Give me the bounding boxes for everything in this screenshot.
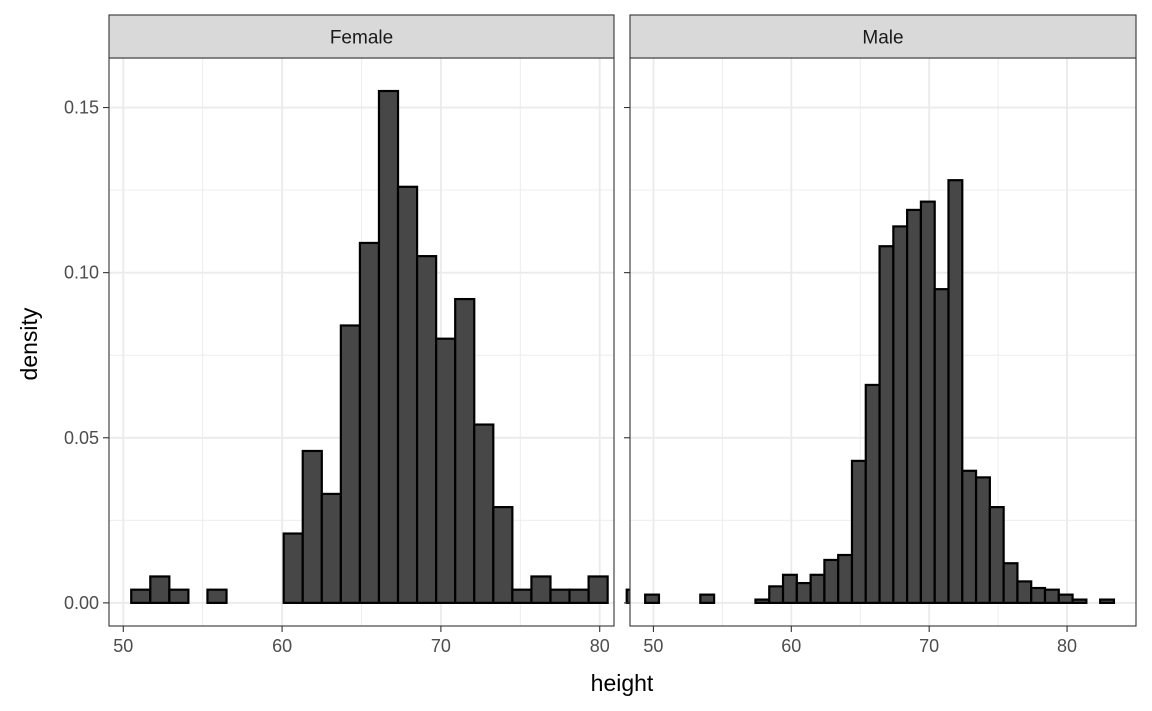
panel-male: Male 50 60 70 80 xyxy=(624,14,1137,656)
histogram-bar xyxy=(415,255,438,604)
histogram-bar xyxy=(1071,598,1088,604)
histogram-bar xyxy=(454,297,476,604)
histogram-bar xyxy=(1016,580,1033,604)
histogram-bar xyxy=(206,588,228,604)
histogram-bar xyxy=(947,179,964,604)
histogram-bar xyxy=(1002,562,1019,604)
x-tick-label: 50 xyxy=(643,636,663,656)
histogram-bar xyxy=(823,558,840,604)
histogram-bar xyxy=(568,588,590,604)
histogram-bar xyxy=(919,200,936,604)
histogram-bar xyxy=(988,506,1005,604)
y-tick-label: 0.00 xyxy=(64,593,99,613)
histogram-bar xyxy=(282,532,304,604)
histogram-bar xyxy=(878,245,895,604)
facet-strip-label: Female xyxy=(330,28,393,49)
facet-strip-label: Male xyxy=(862,28,903,49)
histogram-bar xyxy=(549,588,571,604)
histogram-bar xyxy=(1057,593,1074,604)
histogram-bar xyxy=(168,588,190,604)
histogram-bar xyxy=(396,185,419,604)
histogram-bar xyxy=(587,575,609,604)
x-tick-label: 80 xyxy=(590,636,610,656)
facet-strip xyxy=(108,14,615,59)
histogram-bar xyxy=(530,575,552,604)
facet-strip xyxy=(629,14,1137,59)
histogram-bar xyxy=(837,553,854,604)
histogram-bar xyxy=(768,585,785,604)
histogram-bar xyxy=(644,593,661,604)
histogram-bar xyxy=(511,588,533,604)
y-tick-label: 0.10 xyxy=(64,263,99,283)
x-tick-label: 60 xyxy=(781,636,801,656)
histogram-bar xyxy=(892,225,909,604)
histogram-bar xyxy=(699,593,716,604)
histogram-bar xyxy=(1099,598,1116,604)
x-tick-label: 50 xyxy=(113,636,133,656)
histogram-bar xyxy=(339,324,362,604)
panel-female: Female 50 60 70 80 0.00 0.05 0.10 0.15 xyxy=(64,14,685,656)
panels: Female 50 60 70 80 0.00 0.05 0.10 0.15 Male 50 60 70… xyxy=(64,14,1137,656)
histogram-bar xyxy=(358,241,381,604)
histogram-bar xyxy=(320,492,342,604)
histogram-bar xyxy=(850,459,867,604)
histogram-bar xyxy=(754,598,771,604)
x-tick-label: 70 xyxy=(919,636,939,656)
histogram-bar xyxy=(1030,586,1047,604)
x-tick-label: 60 xyxy=(272,636,292,656)
y-tick-label: 0.15 xyxy=(64,98,99,118)
histogram-bar xyxy=(149,575,171,604)
histogram-bar xyxy=(864,383,881,604)
x-tick-label: 80 xyxy=(1057,636,1077,656)
histogram-bar xyxy=(974,476,991,604)
histogram-bar xyxy=(795,581,812,604)
histogram-bar xyxy=(130,588,152,604)
histogram-bar xyxy=(435,337,457,604)
y-tick-label: 0.05 xyxy=(64,428,99,448)
histogram-bar xyxy=(492,506,514,604)
histogram-bar xyxy=(906,208,923,604)
y-axis-title: density xyxy=(16,307,42,380)
histogram-bar xyxy=(377,89,400,604)
histogram-bar xyxy=(933,288,950,604)
x-axis-title: height xyxy=(591,670,654,696)
histogram-bar xyxy=(961,469,978,604)
histogram-bar xyxy=(809,573,826,604)
x-tick-label: 70 xyxy=(431,636,451,656)
histogram-bar xyxy=(1043,588,1060,604)
histogram-bar xyxy=(473,423,495,604)
histogram-bar xyxy=(301,449,323,604)
histogram-bar xyxy=(781,573,798,604)
